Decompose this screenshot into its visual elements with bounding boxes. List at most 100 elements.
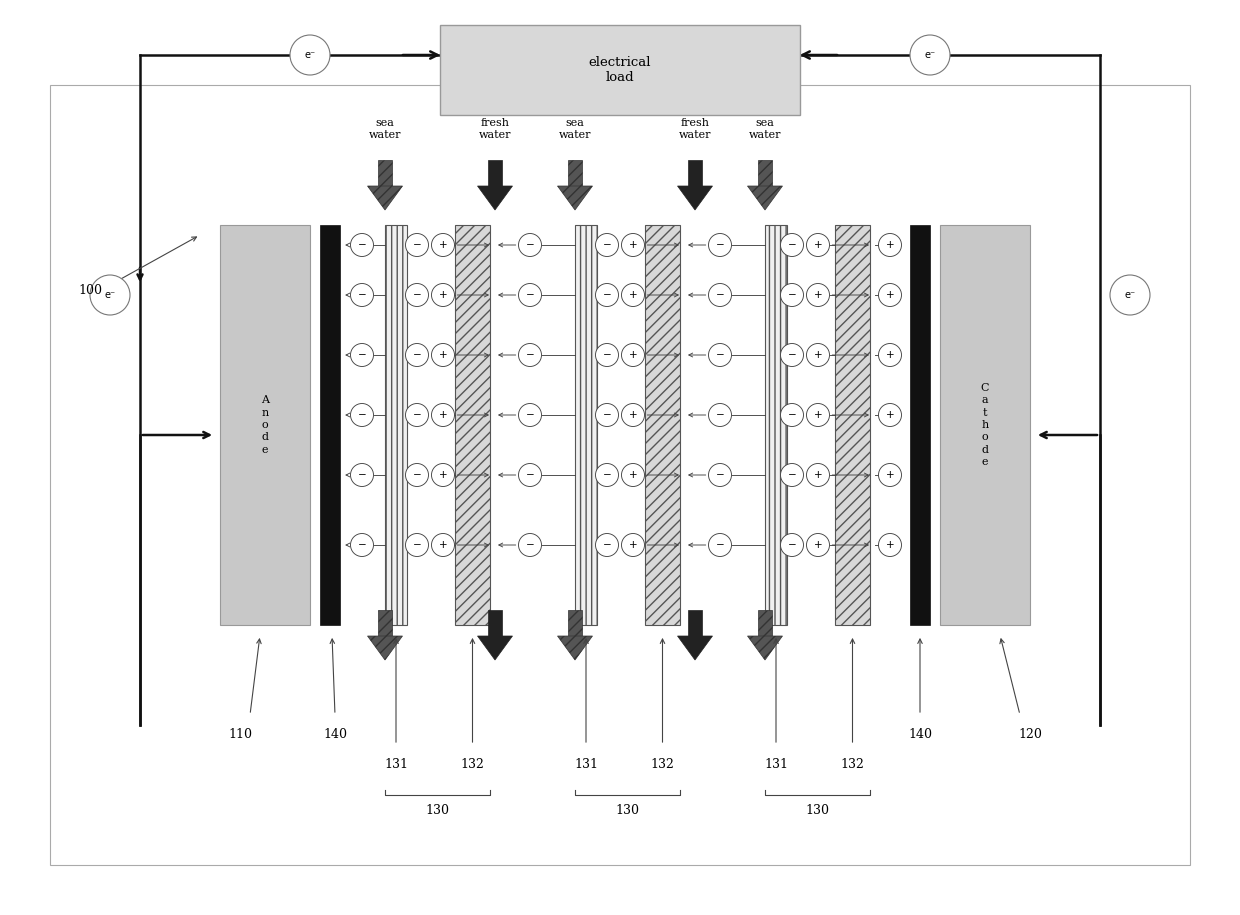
- Text: −: −: [526, 410, 534, 420]
- Text: +: +: [885, 240, 894, 250]
- Bar: [50, 85, 1190, 865]
- Text: −: −: [413, 240, 422, 250]
- Circle shape: [432, 343, 455, 367]
- Circle shape: [621, 533, 645, 556]
- Polygon shape: [477, 636, 512, 660]
- Text: +: +: [439, 470, 448, 480]
- Text: −: −: [787, 350, 796, 360]
- Text: 130: 130: [615, 803, 640, 816]
- Text: fresh
water: fresh water: [479, 118, 511, 140]
- Bar: [440, 25, 800, 115]
- Bar: [219, 225, 310, 625]
- Text: 130: 130: [425, 803, 449, 816]
- Text: +: +: [439, 290, 448, 300]
- Text: +: +: [813, 540, 822, 550]
- Text: −: −: [526, 470, 534, 480]
- Circle shape: [780, 343, 804, 367]
- Circle shape: [290, 35, 330, 75]
- Text: −: −: [413, 410, 422, 420]
- Text: 132: 132: [651, 759, 675, 771]
- Polygon shape: [477, 186, 512, 210]
- Polygon shape: [367, 636, 403, 660]
- Text: +: +: [629, 350, 637, 360]
- Text: −: −: [603, 540, 611, 550]
- Text: +: +: [813, 410, 822, 420]
- Circle shape: [621, 404, 645, 426]
- Circle shape: [708, 343, 732, 367]
- Bar: [758, 160, 773, 186]
- Circle shape: [806, 284, 830, 307]
- Circle shape: [518, 404, 542, 426]
- Text: A
n
o
d
e: A n o d e: [260, 395, 269, 455]
- Text: sea
water: sea water: [559, 118, 591, 140]
- Text: +: +: [439, 540, 448, 550]
- Circle shape: [518, 284, 542, 307]
- Text: −: −: [413, 290, 422, 300]
- Circle shape: [708, 284, 732, 307]
- Text: +: +: [439, 410, 448, 420]
- Text: 140: 140: [908, 728, 932, 741]
- Circle shape: [91, 275, 130, 315]
- Circle shape: [621, 284, 645, 307]
- Polygon shape: [558, 636, 593, 660]
- Bar: [688, 610, 702, 636]
- Text: 130: 130: [806, 803, 830, 816]
- Text: C
a
t
h
o
d
e: C a t h o d e: [981, 382, 990, 468]
- Polygon shape: [558, 186, 593, 210]
- Text: +: +: [813, 240, 822, 250]
- Text: e⁻: e⁻: [305, 50, 315, 60]
- Text: −: −: [526, 540, 534, 550]
- Text: +: +: [439, 240, 448, 250]
- Text: 100: 100: [78, 284, 102, 296]
- Circle shape: [595, 284, 619, 307]
- Bar: [758, 610, 773, 636]
- Text: −: −: [526, 350, 534, 360]
- Circle shape: [518, 533, 542, 556]
- Circle shape: [878, 533, 901, 556]
- Circle shape: [405, 533, 429, 556]
- Text: e⁻: e⁻: [104, 290, 115, 300]
- Circle shape: [518, 233, 542, 256]
- Text: −: −: [787, 240, 796, 250]
- Text: +: +: [629, 540, 637, 550]
- Circle shape: [595, 404, 619, 426]
- Text: −: −: [603, 470, 611, 480]
- Text: 140: 140: [322, 728, 347, 741]
- Text: electrical
load: electrical load: [589, 56, 651, 84]
- Circle shape: [405, 343, 429, 367]
- Circle shape: [405, 284, 429, 307]
- Circle shape: [351, 404, 373, 426]
- Circle shape: [518, 343, 542, 367]
- Circle shape: [621, 464, 645, 487]
- Text: 132: 132: [841, 759, 864, 771]
- Text: −: −: [357, 470, 366, 480]
- Text: e⁻: e⁻: [925, 50, 935, 60]
- Text: −: −: [357, 540, 366, 550]
- Text: −: −: [715, 240, 724, 250]
- Text: sea
water: sea water: [368, 118, 402, 140]
- Text: +: +: [885, 350, 894, 360]
- Circle shape: [780, 464, 804, 487]
- Text: −: −: [357, 290, 366, 300]
- Circle shape: [910, 35, 950, 75]
- Text: −: −: [787, 290, 796, 300]
- Circle shape: [780, 533, 804, 556]
- Text: +: +: [813, 350, 822, 360]
- Circle shape: [595, 343, 619, 367]
- Text: −: −: [715, 470, 724, 480]
- Text: +: +: [629, 470, 637, 480]
- Circle shape: [432, 404, 455, 426]
- Circle shape: [621, 343, 645, 367]
- Bar: [378, 160, 392, 186]
- Circle shape: [621, 233, 645, 256]
- Text: −: −: [787, 540, 796, 550]
- Text: −: −: [357, 240, 366, 250]
- Circle shape: [806, 464, 830, 487]
- Circle shape: [708, 533, 732, 556]
- Polygon shape: [367, 186, 403, 210]
- Text: +: +: [439, 350, 448, 360]
- Polygon shape: [748, 636, 782, 660]
- Text: −: −: [715, 540, 724, 550]
- Bar: [940, 225, 1030, 625]
- Circle shape: [878, 233, 901, 256]
